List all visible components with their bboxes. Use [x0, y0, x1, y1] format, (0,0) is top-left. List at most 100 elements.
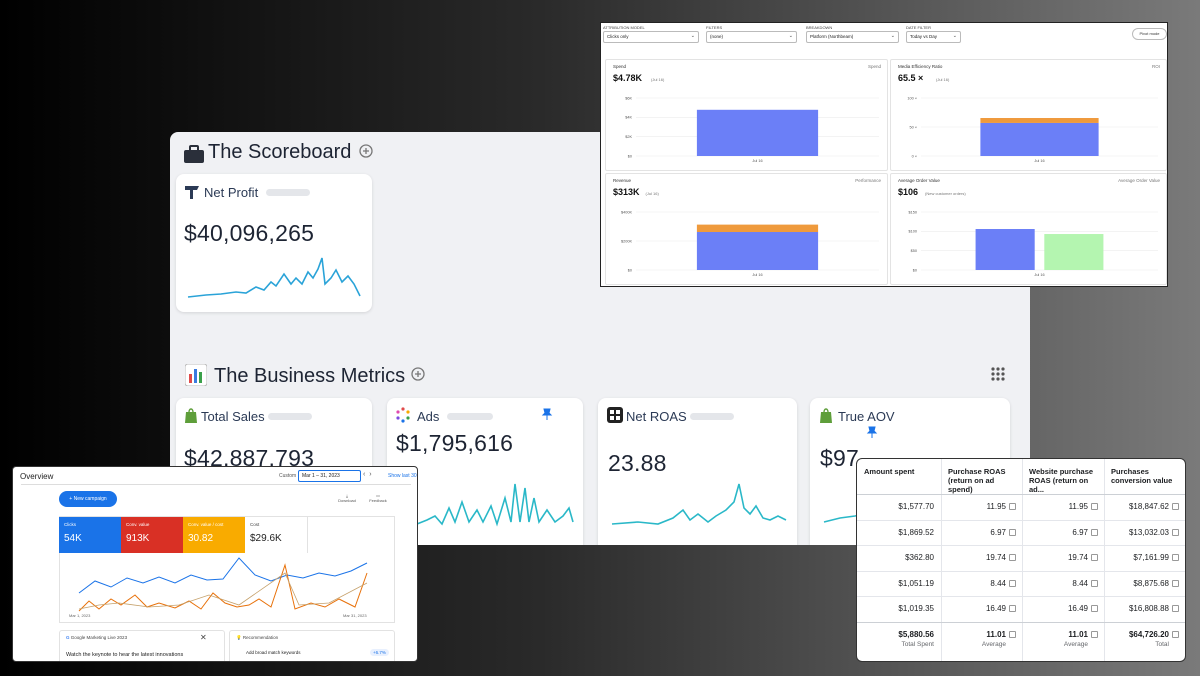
card-body: Watch the keynote to hear the latest inn… [66, 652, 184, 658]
row-divider [857, 596, 1185, 597]
metric-tile[interactable]: Conv. value / cost 30.82 [183, 517, 245, 553]
chart-tag: Performance [855, 178, 881, 183]
placeholder [268, 413, 312, 420]
table-cell: 8.44 [990, 578, 1006, 588]
metric-label: Ads [417, 409, 440, 424]
line-chart [78, 557, 368, 612]
add-button[interactable] [359, 144, 373, 158]
metric-label: True AOV [838, 409, 895, 424]
button-label: Feedback [369, 498, 387, 503]
northbeam-panel: ATTRIBUTION MODEL Clicks only ⌄ FILTERS (non… [600, 22, 1168, 287]
info-icon [1091, 579, 1098, 587]
table-cell: $1,869.52 [898, 527, 934, 537]
chart-value: $4.78K [613, 73, 643, 83]
total-value: 11.01 [986, 629, 1006, 639]
filter-select[interactable]: Clicks only ⌄ [603, 31, 699, 43]
column-header[interactable]: Website purchase ROAS (return on ad... [1029, 467, 1094, 494]
chart-card: Spend Spend $4.78K (Jul 16) $0 $2K $4K $6K Jul 1… [605, 59, 888, 171]
tile-value: 54K [64, 533, 82, 544]
bar-segment [696, 109, 819, 156]
feedback-button[interactable]: ▭ Feedback [369, 493, 387, 503]
total-value: 11.01 [1068, 629, 1088, 639]
show-last[interactable]: Show last 30 [388, 473, 417, 479]
column-header[interactable]: Purchases conversion value [1111, 467, 1173, 485]
filter-label: ATTRIBUTION MODEL [603, 25, 645, 30]
new-campaign-button[interactable]: + New campaign [59, 491, 117, 507]
bar-segment [696, 224, 819, 233]
tile-label: Conv. value [126, 522, 150, 527]
bar-segment [980, 122, 1099, 156]
filter-label: DATE FILTER [906, 25, 931, 30]
nav-arrows[interactable]: ‹ › [363, 471, 372, 478]
pivot-button[interactable]: Pivot mode [1132, 28, 1167, 40]
recommendation-card[interactable]: 💡 Recommendation Add broad match keyword… [229, 630, 395, 661]
table-cell: 8.44 [1072, 578, 1088, 588]
chart-card: Average Order Value Average Order Value $1… [890, 173, 1167, 285]
tile-value: 30.82 [188, 533, 214, 544]
y-tick-label: 100 × [907, 96, 917, 100]
column-divider [1022, 459, 1023, 661]
tile-label: Cost [250, 522, 260, 527]
placeholder [447, 413, 493, 420]
download-button[interactable]: ⤓ Download [338, 493, 356, 503]
table-cell: $7,161.99 [1133, 553, 1169, 562]
bar-chart: $0 $200K $400K Jul 16 [621, 210, 879, 277]
roas-icon [607, 407, 623, 423]
metric-card[interactable]: Net Profit $40,096,265 [176, 174, 372, 312]
add-button[interactable] [411, 367, 425, 381]
info-icon [1091, 605, 1098, 612]
filter-select[interactable]: Today vs Day ⌄ [906, 31, 961, 43]
metric-icon [185, 186, 199, 199]
x-tick-label: Jul 16 [1034, 273, 1044, 277]
sparkline [611, 483, 787, 525]
info-icon [1172, 579, 1179, 587]
metric-label: Net ROAS [626, 409, 687, 424]
filter-select[interactable]: (none) ⌄ [706, 31, 797, 43]
close-icon[interactable]: ✕ [200, 633, 207, 642]
dropdown-caret: ⌄ [952, 33, 957, 39]
info-icon [1172, 528, 1179, 536]
column-header[interactable]: Purchase ROAS (return on ad spend) [948, 467, 1006, 494]
dropdown-caret: ⌄ [690, 33, 695, 39]
column-header[interactable]: Amount spent [864, 467, 915, 476]
table-cell: 6.97 [990, 527, 1006, 537]
y-tick-label: $0 [913, 268, 917, 272]
info-icon [1009, 503, 1016, 510]
table-cell: $8,875.68 [1133, 578, 1169, 588]
grid-menu[interactable] [991, 367, 1005, 381]
info-icon [1172, 630, 1179, 638]
row-divider [857, 570, 1185, 572]
pin-icon[interactable] [866, 426, 878, 438]
chart-title: Average Order Value [898, 178, 940, 183]
y-tick-label: $0 [628, 268, 632, 272]
metric-tile[interactable]: Cost $29.6K [245, 517, 308, 553]
dropdown-caret: ⌄ [890, 33, 895, 39]
y-tick-label: $2K [625, 135, 632, 139]
metric-tile[interactable]: Clicks 54K [59, 517, 121, 553]
table-cell: $1,019.35 [898, 604, 934, 613]
date-range[interactable]: Mar 1 – 31, 2023 [298, 470, 361, 482]
header-divider [857, 494, 1185, 495]
y-tick-label: $0 [628, 154, 632, 158]
metric-card[interactable]: Net ROAS 23.88 [598, 398, 797, 545]
metric-value: $40,096,265 [184, 220, 315, 246]
x-label: Mar 1, 2023 [69, 613, 91, 618]
metric-tile[interactable]: Conv. value 913K [121, 517, 183, 553]
filter-value: Clicks only [607, 34, 629, 39]
total-value: $64,726.20 [1128, 629, 1169, 639]
pin-icon[interactable] [541, 408, 553, 420]
table-cell: 19.74 [1067, 553, 1088, 562]
y-tick-label: $6K [625, 96, 632, 100]
metric-card[interactable]: Ads $1,795,616 [387, 398, 583, 545]
news-card[interactable]: G Google Marketing Live 2023 ✕ Watch the… [59, 630, 225, 661]
y-tick-label: 50 × [910, 125, 918, 129]
x-tick-label: Jul 16 [752, 273, 762, 277]
total-label: Total [1155, 640, 1169, 648]
filter-select[interactable]: Platform (Northbeam) ⌄ [806, 31, 899, 43]
metric-value: 23.88 [608, 450, 667, 476]
ads-table-panel: Amount spent Purchase ROAS (return on ad … [856, 458, 1186, 662]
total-label: Average [1063, 640, 1088, 648]
metric-label: Total Sales [201, 409, 265, 424]
filter-value: (none) [710, 34, 724, 39]
chart-value: $313K [613, 187, 640, 197]
